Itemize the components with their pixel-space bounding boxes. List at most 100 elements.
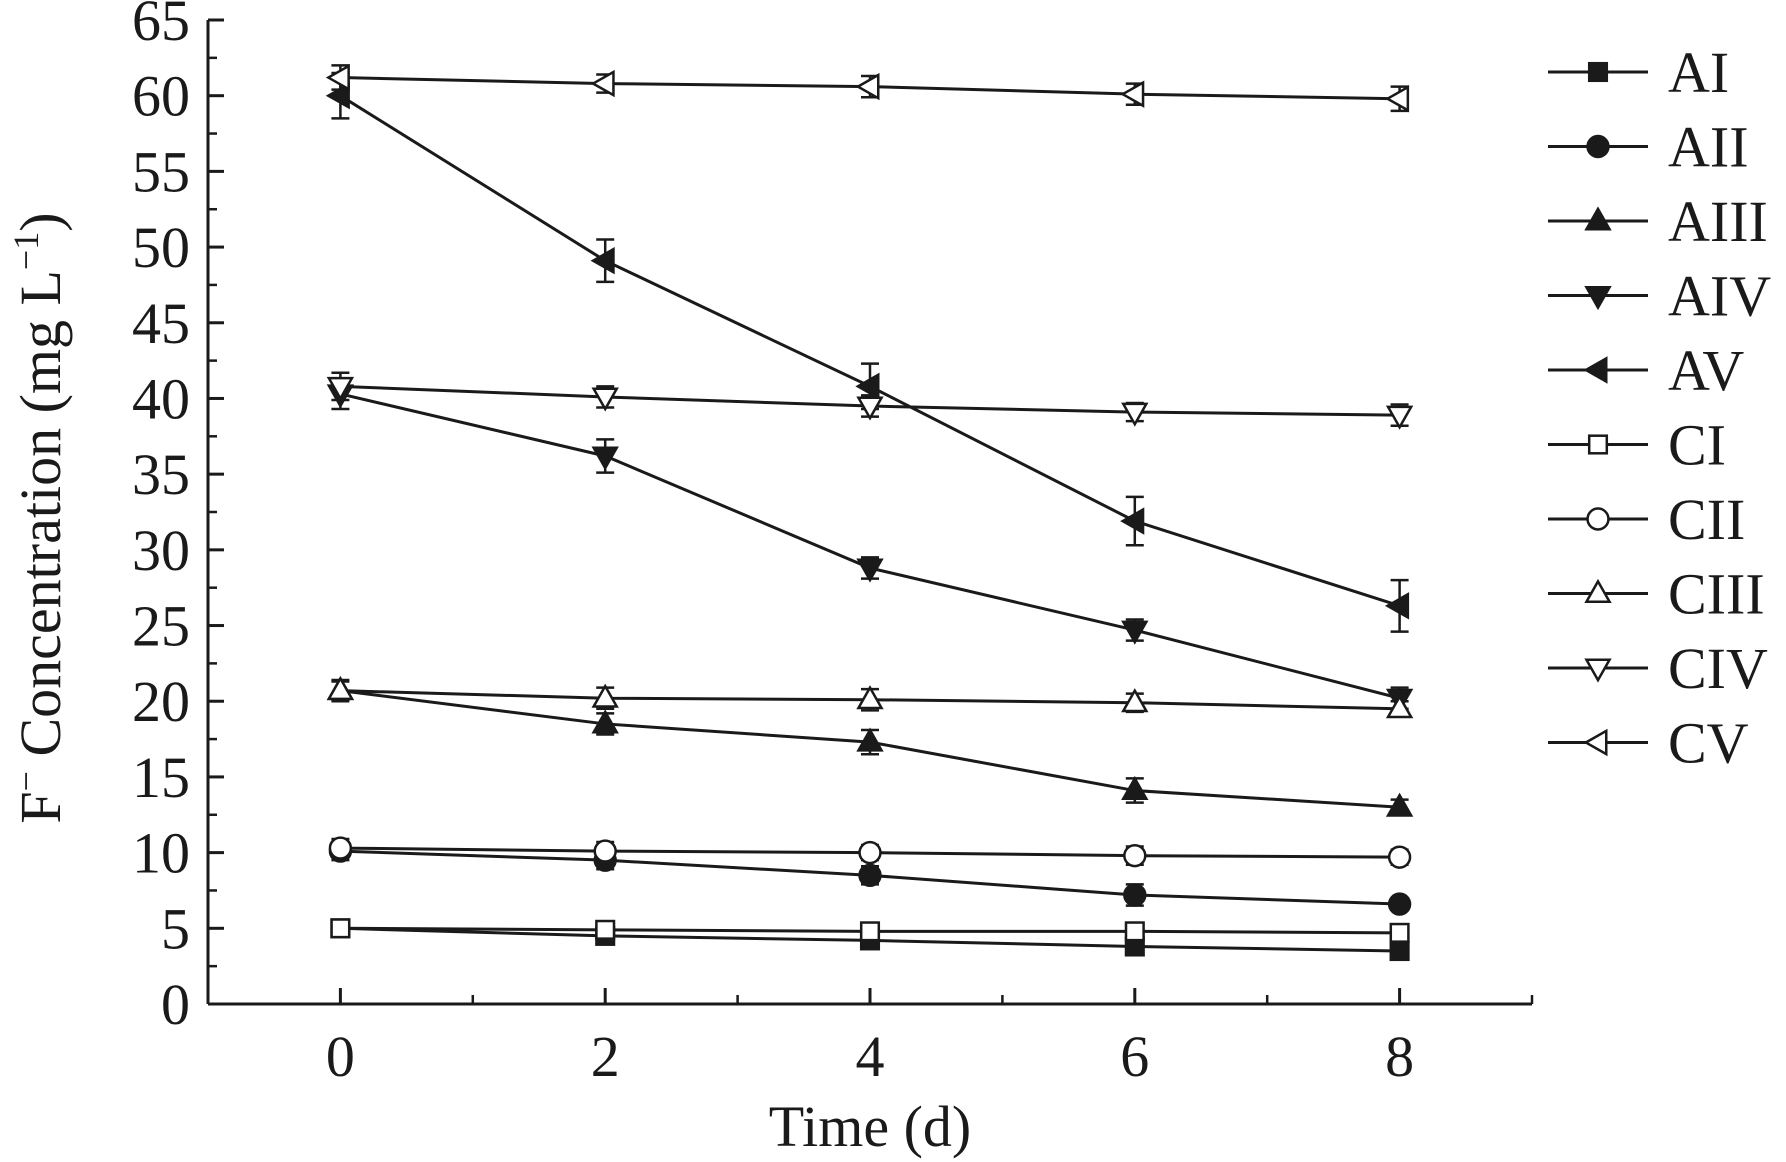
legend-item-av: AV: [1548, 338, 1744, 403]
plot-axes: 0 5 10 15 20 25 30 35 40 45 50 55 60 65 0 2 4 6 8: [132, 0, 1534, 1089]
data-point-av: [855, 372, 880, 401]
data-point-aii: [1123, 883, 1147, 907]
y-tick-label: 20: [132, 669, 190, 734]
x-tick-label: 6: [1120, 1024, 1149, 1089]
x-axis-label: Time (d): [769, 1094, 972, 1159]
data-point-cii: [858, 840, 882, 865]
y-tick-label: 60: [132, 64, 190, 129]
data-point-aiii: [856, 727, 884, 752]
data-point-cv: [325, 63, 350, 92]
series-ciii: [326, 676, 1414, 719]
legend-label: AIV: [1668, 264, 1771, 329]
series-cv: [325, 63, 1410, 113]
y-tick-label: 15: [132, 745, 190, 810]
x-tick-label: 8: [1385, 1024, 1414, 1089]
data-point-ai: [1389, 940, 1410, 962]
series-aiv: [326, 377, 1414, 713]
series-civ: [326, 371, 1414, 430]
y-tick-label: 25: [132, 594, 190, 659]
x-tick-label: 2: [591, 1024, 620, 1089]
data-point-cii: [1123, 843, 1147, 868]
data-point-ciii: [1385, 694, 1414, 719]
data-point-aii: [858, 863, 882, 888]
series-cii: [328, 836, 1412, 869]
data-point-cii: [593, 839, 617, 863]
y-axis-label-text: Concentration (mg L: [8, 270, 73, 771]
data-point-cv: [855, 72, 880, 101]
series-line-av: [339, 94, 1401, 608]
legend-marker: [1587, 434, 1609, 455]
series-layer: [325, 63, 1414, 962]
legend-label: CV: [1668, 711, 1749, 776]
y-tick-label: 30: [132, 518, 190, 583]
legend-marker: [1584, 658, 1612, 683]
series-ci: [330, 918, 1410, 943]
x-tick-label: 0: [326, 1024, 355, 1089]
data-point-av: [1384, 592, 1410, 620]
legend-label: CIV: [1668, 636, 1768, 701]
legend-marker: [1586, 134, 1610, 159]
legend-marker: [1587, 61, 1609, 83]
legend-item-ai: AI: [1548, 40, 1729, 105]
x-tick-label: 4: [856, 1024, 885, 1089]
data-point-civ: [1385, 405, 1414, 430]
data-point-ciii: [1121, 688, 1149, 713]
data-point-cv: [1384, 85, 1410, 113]
data-point-av: [1120, 507, 1145, 535]
data-point-aiii: [1121, 775, 1149, 801]
data-point-cii: [328, 836, 353, 860]
series-line-aiv: [340, 392, 1400, 700]
data-point-civ: [1121, 402, 1149, 427]
y-tick-label: 65: [132, 0, 190, 53]
y-tick-label: 0: [161, 972, 190, 1037]
legend-label: AIII: [1668, 189, 1768, 254]
legend-item-cii: CII: [1548, 487, 1745, 552]
legend-label: AII: [1668, 115, 1749, 180]
data-point-aiv: [1121, 620, 1149, 645]
legend-label: CIII: [1668, 562, 1765, 627]
y-axis-label-unit-exponent: −1: [6, 232, 46, 270]
data-point-aii: [1387, 892, 1412, 916]
data-point-aiv: [856, 558, 884, 583]
y-axis-label-ion: F: [8, 791, 73, 823]
y-tick-label: 35: [132, 442, 190, 507]
data-point-aiii: [1385, 792, 1414, 817]
legend-item-aii: AII: [1548, 115, 1749, 180]
legend-label: AV: [1668, 338, 1744, 403]
legend-marker: [1584, 578, 1612, 603]
legend-label: CI: [1668, 413, 1726, 478]
data-point-civ: [591, 387, 619, 412]
y-axis-label-ion-charge: −: [6, 771, 46, 791]
data-point-cii: [1387, 845, 1412, 869]
y-tick-label: 10: [132, 821, 190, 886]
y-tick-label: 50: [132, 215, 190, 280]
data-point-ciii: [591, 683, 619, 708]
y-tick-label: 40: [132, 366, 190, 431]
legend-item-cv: CV: [1548, 711, 1749, 776]
data-point-ciii: [856, 685, 884, 710]
data-point-ci: [1124, 921, 1145, 942]
legend-marker: [1586, 507, 1610, 531]
data-point-ci: [1389, 922, 1410, 943]
data-point-ci: [330, 918, 351, 939]
legend-item-ciii: CIII: [1548, 562, 1765, 627]
data-point-civ: [326, 376, 355, 401]
data-point-cv: [1120, 80, 1145, 108]
data-point-civ: [856, 396, 884, 421]
data-point-cv: [590, 69, 615, 98]
data-point-av: [590, 247, 615, 275]
legend-item-civ: CIV: [1548, 636, 1768, 701]
series-av: [325, 71, 1410, 633]
y-tick-label: 55: [132, 139, 190, 204]
y-tick-label: 5: [161, 896, 190, 961]
legend-marker: [1583, 356, 1608, 384]
legend-marker: [1583, 728, 1608, 757]
y-axis-label-close: ): [8, 212, 73, 231]
legend-label: AI: [1668, 40, 1729, 105]
y-axis-label: F− Concentration (mg L−1): [6, 212, 73, 823]
data-point-aiii: [591, 709, 619, 734]
data-point-ci: [859, 921, 881, 942]
legend-marker: [1584, 286, 1612, 311]
legend-item-aiii: AIII: [1548, 189, 1768, 254]
